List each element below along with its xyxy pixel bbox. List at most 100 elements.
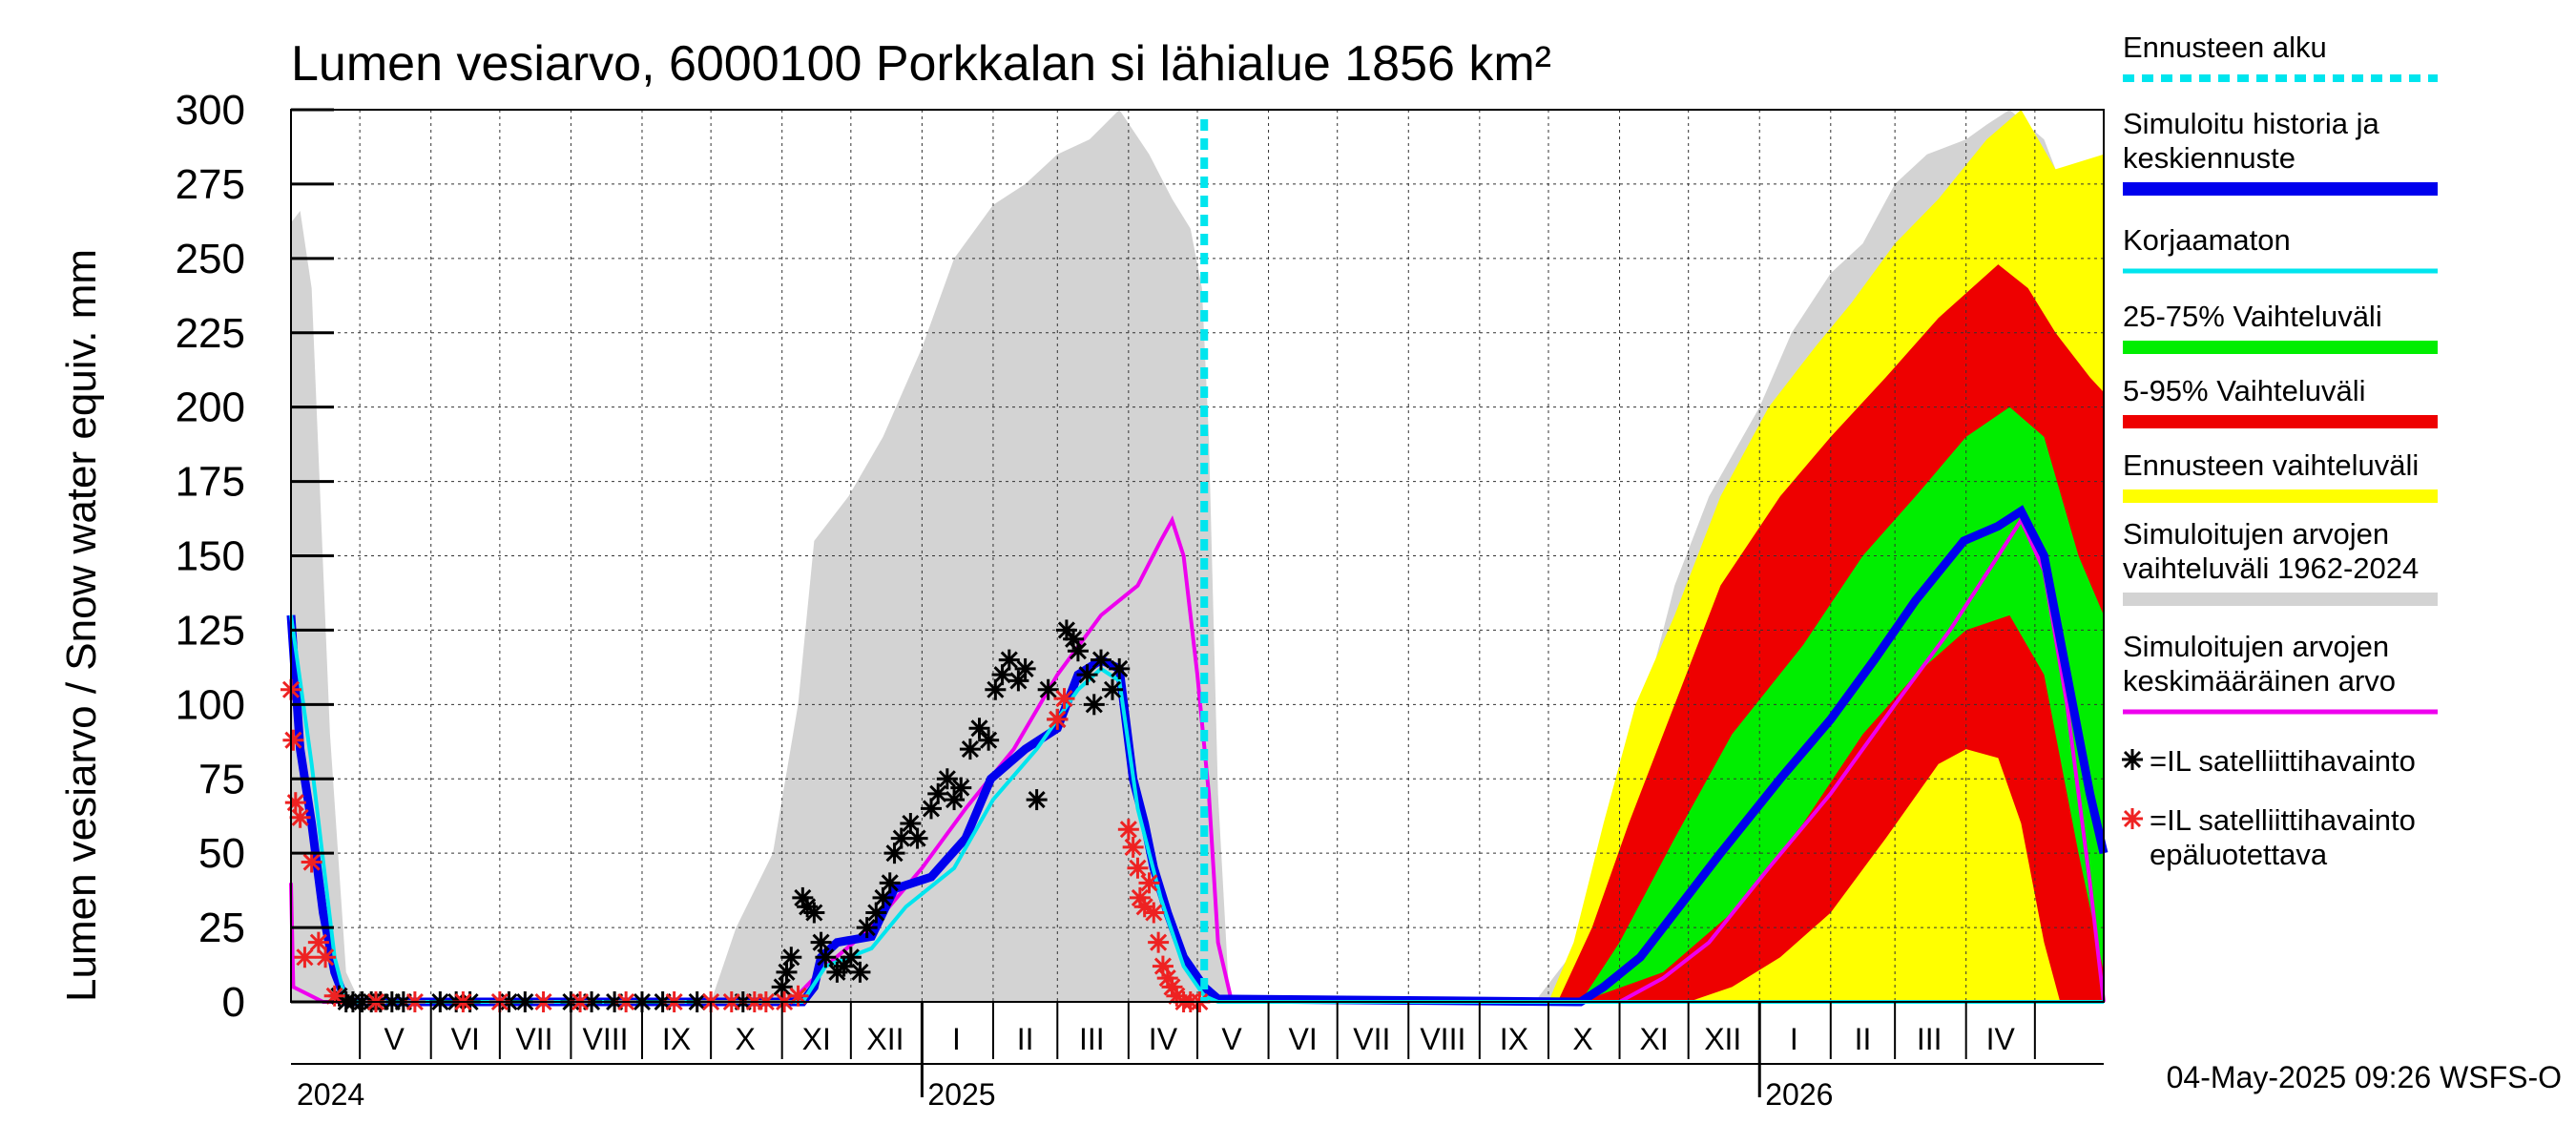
legend-label: =IL satelliittihavainto bbox=[2150, 744, 2416, 778]
sat-obs-marker bbox=[906, 827, 928, 849]
sat-obs-marker bbox=[936, 768, 958, 790]
sat-obs-marker bbox=[1109, 657, 1131, 679]
sat-obs-marker bbox=[1090, 649, 1111, 671]
sat-obs-marker bbox=[978, 729, 1000, 751]
legend-item: Ennusteen alku bbox=[2123, 31, 2438, 82]
x-tick-label: XI bbox=[1639, 1022, 1668, 1056]
y-tick-label: 175 bbox=[176, 459, 245, 506]
sat-obs-marker bbox=[792, 886, 814, 908]
x-tick-label: VIII bbox=[1420, 1022, 1465, 1056]
sat-obs-unreliable-marker bbox=[301, 851, 322, 873]
sat-obs-marker bbox=[810, 931, 832, 953]
year-label: 2025 bbox=[927, 1077, 995, 1112]
sat-obs-unreliable-marker bbox=[289, 806, 311, 828]
sat-obs-marker bbox=[1014, 657, 1036, 679]
y-tick-label: 50 bbox=[198, 830, 245, 877]
legend-item: 5-95% Vaihteluväli bbox=[2123, 374, 2438, 428]
sat-obs-unreliable-marker bbox=[284, 792, 306, 814]
sat-obs-unreliable-marker bbox=[1053, 688, 1075, 710]
sat-obs-unreliable-marker bbox=[1127, 857, 1149, 879]
sat-obs-unreliable-marker bbox=[307, 931, 329, 953]
x-tick-label: VII bbox=[515, 1022, 552, 1056]
legend-label: Ennusteen alku bbox=[2123, 31, 2327, 64]
legend-label: =IL satelliittihavainto bbox=[2150, 803, 2416, 837]
y-tick-label: 125 bbox=[176, 607, 245, 654]
sat-obs-marker bbox=[998, 649, 1020, 671]
x-tick-label: III bbox=[1079, 1022, 1105, 1056]
y-tick-label: 25 bbox=[198, 905, 245, 951]
sat-obs-marker bbox=[803, 902, 825, 924]
sat-obs-marker bbox=[1026, 789, 1048, 811]
sat-obs-marker bbox=[771, 976, 793, 998]
x-tick-label: IX bbox=[662, 1022, 691, 1056]
y-tick-label: 300 bbox=[176, 87, 245, 134]
sat-obs-marker bbox=[1083, 694, 1105, 716]
y-tick-label: 0 bbox=[222, 979, 245, 1026]
x-tick-label: VI bbox=[1289, 1022, 1318, 1056]
legend-label: vaihteluväli 1962-2024 bbox=[2123, 552, 2419, 585]
x-tick-label: V bbox=[384, 1022, 405, 1056]
sat-obs-unreliable-marker bbox=[1143, 902, 1165, 924]
legend-marker bbox=[2122, 749, 2143, 770]
legend-label: Simuloitujen arvojen bbox=[2123, 630, 2389, 663]
x-tick-label: X bbox=[1572, 1022, 1592, 1056]
legend-label: Korjaamaton bbox=[2123, 223, 2291, 257]
sat-obs-marker bbox=[1102, 678, 1124, 700]
sat-obs-marker bbox=[780, 947, 802, 968]
sat-obs-unreliable-marker bbox=[315, 947, 337, 968]
sat-obs-marker bbox=[1067, 640, 1089, 662]
legend-label: Simuloitu historia ja bbox=[2123, 107, 2380, 140]
x-tick-label: XII bbox=[866, 1022, 904, 1056]
sat-obs-marker bbox=[879, 872, 901, 894]
chart-title: Lumen vesiarvo, 6000100 Porkkalan si läh… bbox=[291, 36, 1551, 92]
x-tick-label: IX bbox=[1500, 1022, 1528, 1056]
legend-label: 5-95% Vaihteluväli bbox=[2123, 374, 2365, 407]
legend-item: Korjaamaton bbox=[2123, 223, 2438, 274]
y-tick-label: 75 bbox=[198, 756, 245, 802]
sat-obs-unreliable-marker bbox=[294, 947, 316, 968]
sat-obs-marker bbox=[872, 886, 894, 908]
sat-obs-marker bbox=[1076, 664, 1098, 686]
sat-obs-marker bbox=[959, 739, 981, 760]
x-tick-label: VIII bbox=[582, 1022, 628, 1056]
sat-obs-unreliable-marker bbox=[1129, 886, 1151, 908]
sat-obs-marker bbox=[927, 782, 949, 804]
x-tick-label: VI bbox=[451, 1022, 480, 1056]
x-tick-label: V bbox=[1221, 1022, 1242, 1056]
legend-label: Simuloitujen arvojen bbox=[2123, 517, 2389, 551]
sat-obs-marker bbox=[950, 777, 972, 799]
legend-label: Ennusteen vaihteluväli bbox=[2123, 448, 2419, 482]
legend-marker bbox=[2122, 808, 2143, 829]
y-tick-label: 250 bbox=[176, 236, 245, 282]
sat-obs-unreliable-marker bbox=[1138, 872, 1160, 894]
x-tick-label: II bbox=[1017, 1022, 1034, 1056]
sat-obs-unreliable-marker bbox=[787, 985, 809, 1007]
legend-label: epäluotettava bbox=[2150, 838, 2328, 871]
sat-obs-unreliable-marker bbox=[1117, 819, 1139, 841]
sat-obs-unreliable-marker bbox=[1122, 836, 1144, 858]
sat-obs-marker bbox=[890, 827, 912, 849]
year-label: 2024 bbox=[297, 1077, 364, 1112]
legend-label: keskiennuste bbox=[2123, 141, 2296, 175]
sat-obs-marker bbox=[840, 947, 862, 968]
x-tick-label: III bbox=[1917, 1022, 1942, 1056]
y-tick-label: 225 bbox=[176, 310, 245, 357]
x-tick-label: XI bbox=[802, 1022, 831, 1056]
legend-item: Ennusteen vaihteluväli bbox=[2123, 448, 2438, 503]
sat-obs-unreliable-marker bbox=[1148, 931, 1170, 953]
sat-obs-marker bbox=[1037, 678, 1059, 700]
x-tick-label: IV bbox=[1986, 1022, 2016, 1056]
sat-obs-unreliable-marker bbox=[1047, 708, 1069, 730]
legend-label: keskimääräinen arvo bbox=[2123, 664, 2396, 697]
x-tick-label: XII bbox=[1704, 1022, 1741, 1056]
sat-obs-marker bbox=[815, 947, 837, 968]
legend-item: =IL satelliittihavainto bbox=[2122, 744, 2416, 778]
x-tick-label: I bbox=[952, 1022, 961, 1056]
y-axis-title: Lumen vesiarvo / Snow water equiv. mm bbox=[58, 249, 105, 1002]
